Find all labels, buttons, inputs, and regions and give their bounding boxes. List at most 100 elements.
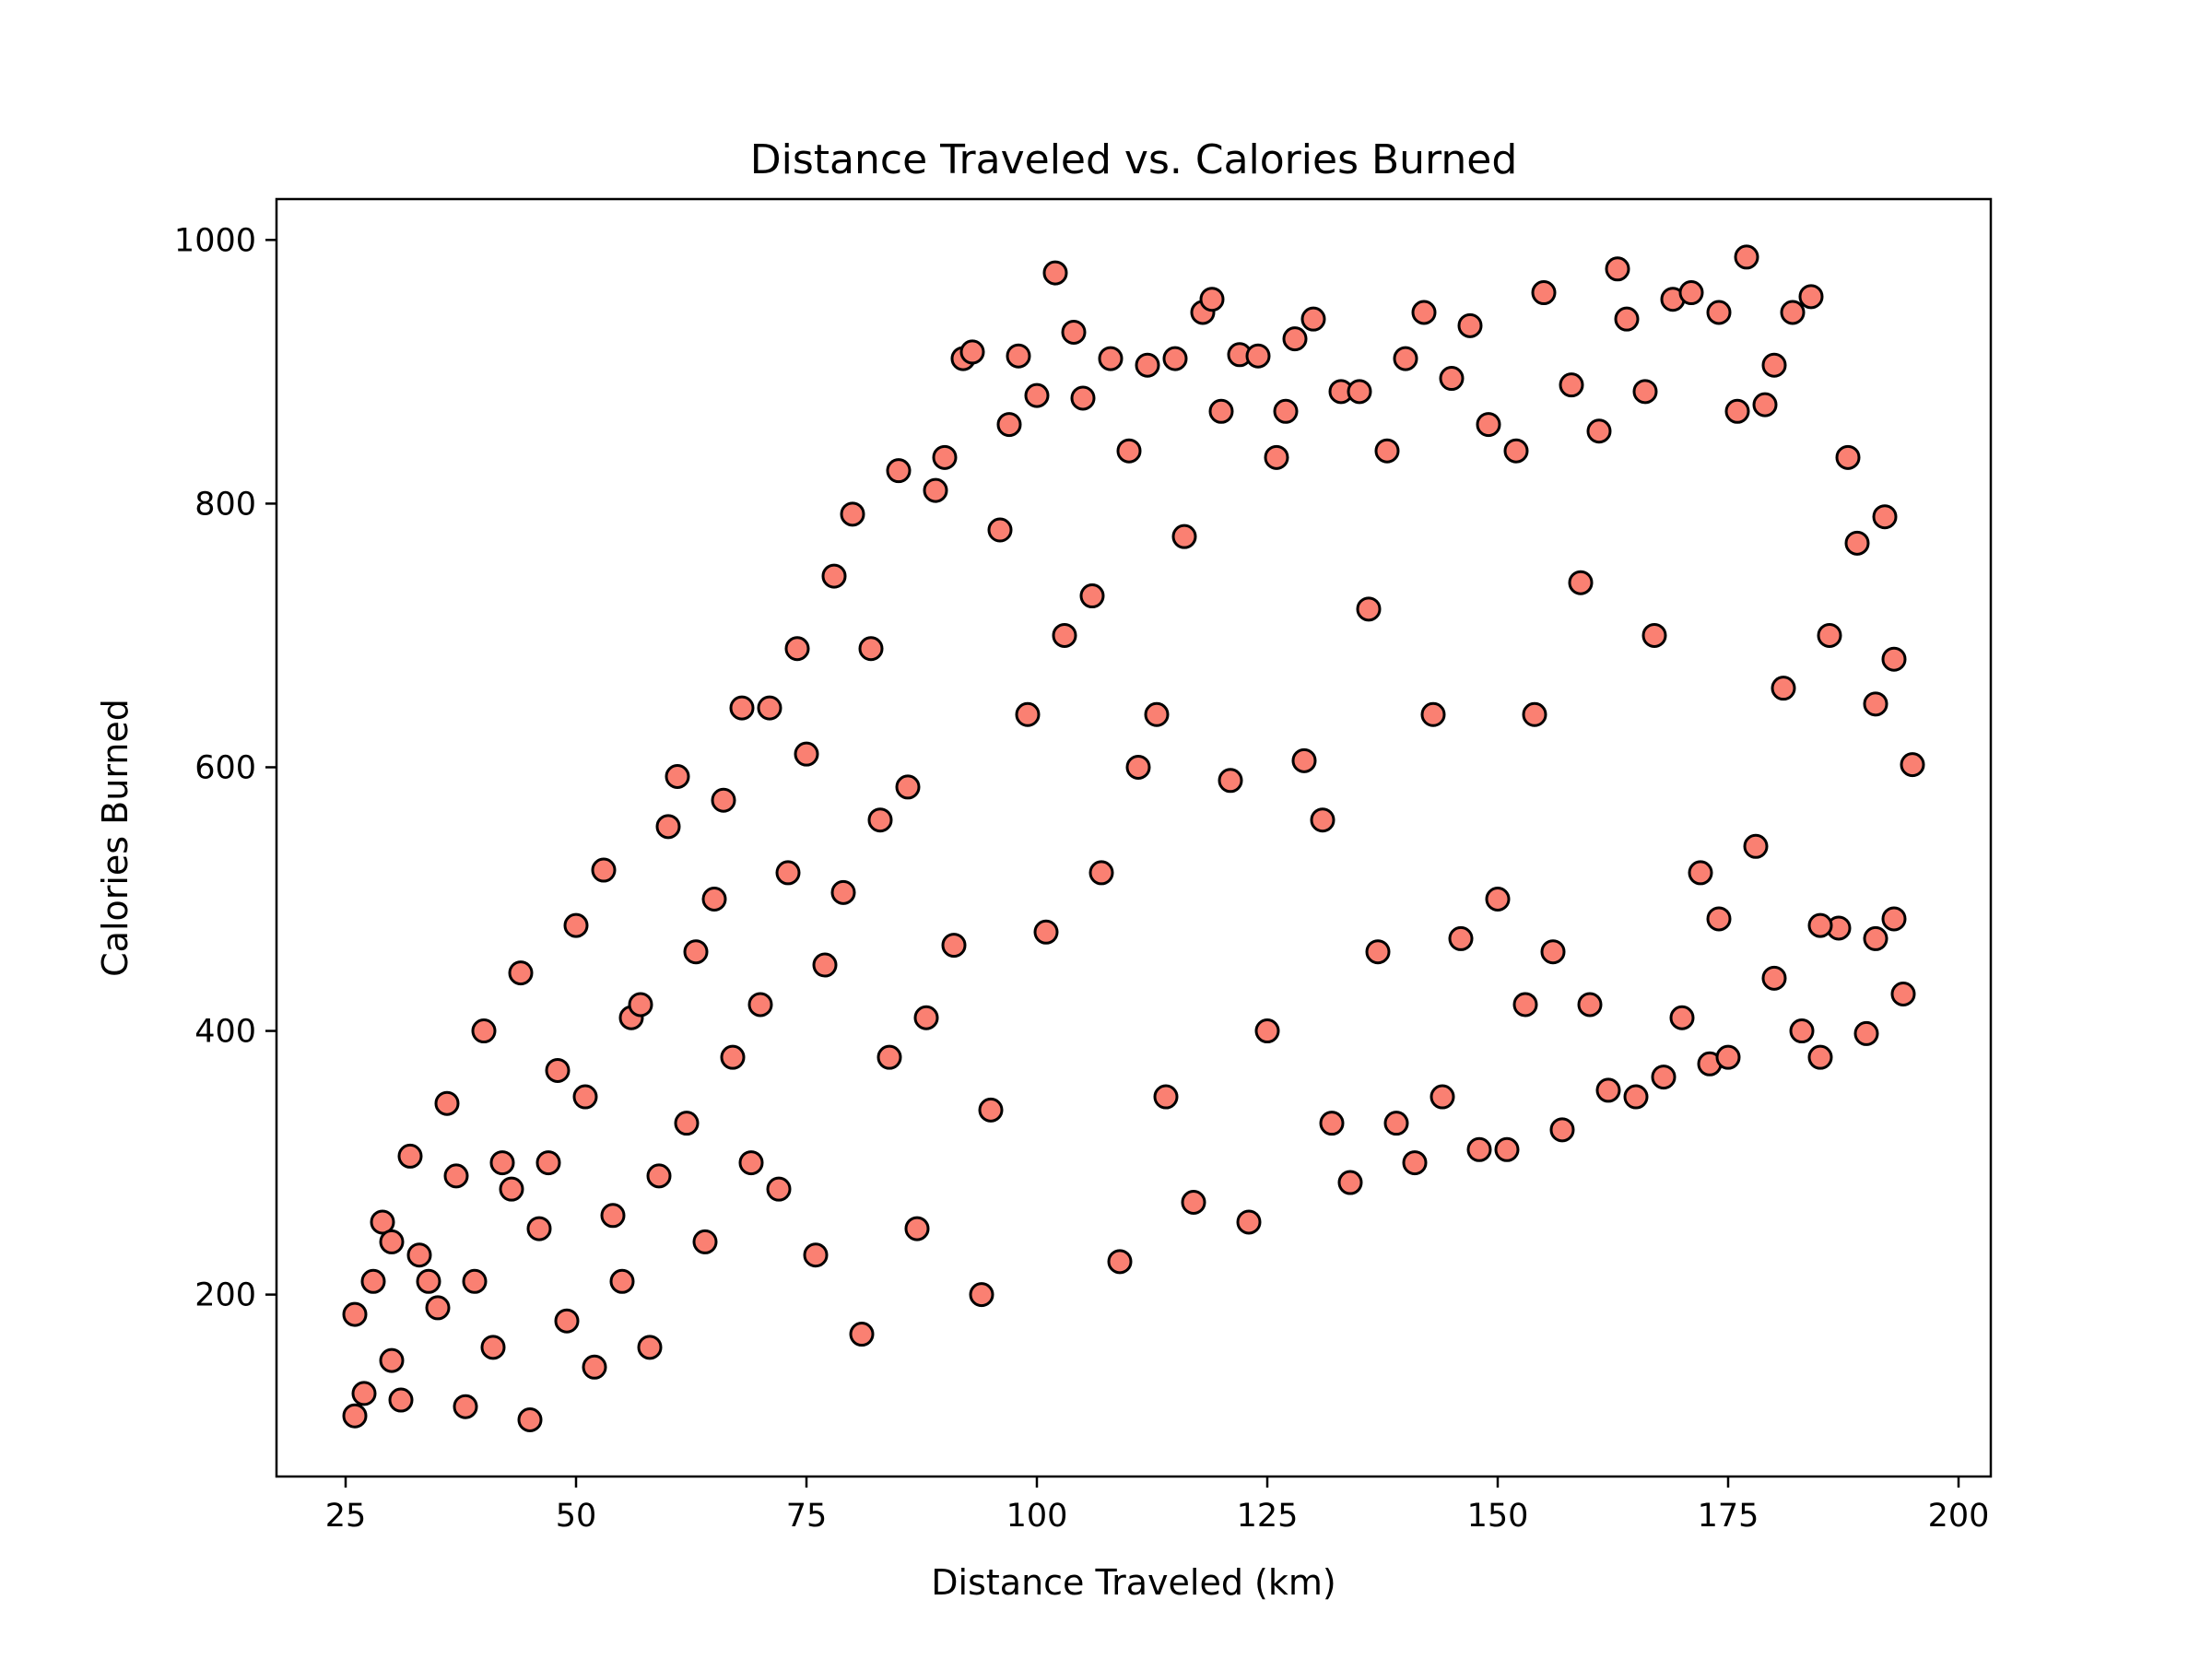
scatter-point [812,952,838,978]
scatter-point [747,992,773,1018]
scatter-point [830,879,856,905]
scatter-point [489,1150,515,1176]
scatter-point [1503,438,1529,464]
scatter-point [1365,939,1391,965]
scatter-point [1512,992,1538,1018]
scatter-point [1070,385,1096,411]
scatter-point [1208,398,1234,424]
scatter-point [1125,754,1151,780]
scatter-point [1282,326,1308,352]
scatter-point [1872,504,1898,530]
scatter-point [379,1229,405,1254]
scatter-point [1807,1044,1833,1070]
scatter-point [1761,965,1787,991]
scatter-point [886,458,912,484]
scatter-point [1844,530,1870,556]
scatter-point [1236,1209,1262,1235]
scatter-point [1374,438,1400,464]
scatter-point [858,636,884,662]
scatter-point [1771,676,1796,701]
scatter-point [1273,398,1299,424]
scatter-point [535,1150,561,1176]
scatter-point [572,1084,598,1110]
scatter-point [1522,701,1547,727]
scatter-point [683,939,709,965]
scatter-point [1752,392,1778,418]
scatter-point [379,1347,405,1373]
scatter-point [692,1229,718,1254]
x-axis-ticks: 25 50 75 100 125 150 175 200 [325,1477,1990,1535]
scatter-point [1798,284,1824,310]
scatter-point [499,1176,524,1202]
scatter-point [840,501,865,527]
scatter-point [1006,343,1031,369]
scatter-point [1024,382,1050,408]
scatter-point [923,477,948,503]
plot-area-frame [275,197,1993,1478]
scatter-point [1015,701,1041,727]
scatter-point [425,1295,451,1321]
x-tick-label: 125 [1237,1498,1299,1535]
scatter-point [1439,366,1465,392]
scatter-point [1402,1150,1428,1176]
scatter-point [1466,1136,1492,1162]
scatter-point [794,741,819,767]
scatter-point [784,636,810,662]
scatter-point [1586,418,1612,444]
scatter-point [462,1268,488,1294]
scatter-point [1494,1136,1520,1162]
scatter-point [1890,981,1916,1006]
scatter-point [1900,752,1925,778]
scatter-point [821,563,847,589]
scatter-point [416,1268,441,1294]
scatter-point [554,1308,580,1334]
scatter-point [1605,256,1630,282]
scatter-point [1199,287,1225,312]
scatter-point [1549,1117,1575,1143]
y-tick-label: 800 [194,486,256,523]
scatter-point [701,887,727,912]
scatter-point [1706,300,1732,325]
scatter-point [1540,939,1566,965]
scatter-point [1881,646,1907,672]
scatter-point [1264,444,1289,470]
scatter-point [665,763,690,789]
scatter-point [969,1282,994,1308]
scatter-point [563,912,589,938]
scatter-point [1171,524,1197,549]
x-tick-label: 200 [1928,1498,1990,1535]
scatter-point [1743,833,1769,859]
scatter-point [646,1163,672,1189]
scatter-point [1218,768,1243,794]
y-tick-label: 1000 [174,222,256,259]
scatter-point [1614,306,1640,332]
scatter-point [508,960,534,986]
scatter-point [517,1406,543,1432]
scatter-point [1641,622,1667,648]
scatter-point [1531,280,1557,306]
scatter-point [1623,1084,1649,1110]
scatter-point [674,1111,700,1136]
scatter-point [941,933,967,959]
scatter-point [1310,807,1335,833]
scatter-point [932,444,958,470]
scatter-point [582,1354,607,1380]
scatter-point [1153,1084,1179,1110]
x-axis-label: Distance Traveled (km) [931,1562,1335,1603]
scatter-point [1116,438,1142,464]
scatter-point [406,1242,432,1268]
scatter-point [1780,300,1806,325]
scatter-point [1393,346,1418,371]
scatter-point [1651,1065,1677,1090]
y-tick-label: 400 [194,1014,256,1051]
scatter-point [1098,346,1124,371]
scatter-point [1347,379,1372,405]
scatter-point [637,1335,663,1360]
scatter-point [1245,343,1271,369]
y-tick-label: 200 [194,1277,256,1314]
scatter-point [1337,1170,1363,1195]
scatter-point [1632,379,1658,405]
scatter-point [453,1394,478,1419]
scatter-point [1863,691,1888,717]
